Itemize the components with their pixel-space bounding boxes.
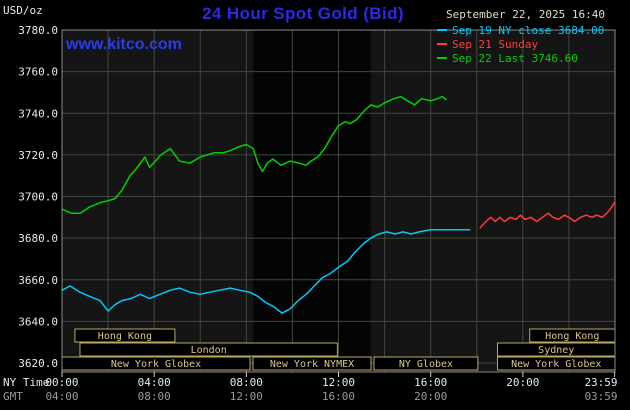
- session-label: New York NYMEX: [270, 359, 354, 370]
- session-label: Sydney: [538, 345, 574, 356]
- datetime-label: September 22, 2025 16:40: [446, 8, 605, 21]
- x-tick-label-gmt: 04:00: [45, 390, 78, 403]
- price-line-sep22: [61, 95, 447, 214]
- y-tick-label: 3780.0: [18, 24, 58, 37]
- x-tick-label-ny: 16:00: [414, 376, 447, 389]
- y-tick-label: 3700.0: [18, 191, 58, 204]
- x-tick-label-ny: 04:00: [138, 376, 171, 389]
- kitco-link[interactable]: www.kitco.com: [66, 36, 182, 53]
- chart-title: 24 Hour Spot Gold (Bid): [202, 4, 404, 23]
- x-tick-label-gmt: 16:00: [322, 390, 355, 403]
- session-box: [252, 356, 372, 371]
- price-line-sep19: [61, 229, 471, 314]
- session-label: NY Globex: [399, 359, 453, 370]
- legend-entry: Sep 21 Sunday: [437, 37, 604, 51]
- legend-dash-icon: [437, 29, 447, 31]
- legend-entry: Sep 19 NY close 3684.00: [437, 23, 604, 37]
- x-tick-label-ny: 00:00: [45, 376, 78, 389]
- x-axis-gmt-prefix: GMT: [3, 390, 23, 403]
- legend-label: Sep 19 NY close 3684.00: [452, 23, 605, 37]
- session-label: Hong Kong: [98, 331, 152, 342]
- x-tick-label-gmt: 08:00: [138, 390, 171, 403]
- y-tick-label: 3680.0: [18, 232, 58, 245]
- y-tick-label: 3620.0: [18, 357, 58, 370]
- legend: Sep 19 NY close 3684.00 Sep 21 Sunday Sep …: [437, 23, 604, 65]
- session-box: [373, 356, 479, 371]
- session-label: Hong Kong: [545, 331, 599, 342]
- legend-label: Sep 22 Last 3746.60: [452, 51, 578, 65]
- y-tick-label: 3640.0: [18, 315, 58, 328]
- y-tick-label: 3720.0: [18, 149, 58, 162]
- session-label: London: [191, 345, 227, 356]
- x-tick-label-gmt: 03:59: [584, 390, 617, 403]
- session-box: [74, 328, 176, 343]
- legend-label: Sep 21 Sunday: [452, 37, 539, 51]
- price-line-sep21: [479, 201, 616, 229]
- y-tick-label: 3660.0: [18, 274, 58, 287]
- session-label: New York Globex: [111, 359, 201, 370]
- legend-dash-icon: [437, 57, 447, 59]
- x-tick-label-gmt: 20:00: [414, 390, 447, 403]
- x-axis-ny-prefix: NY Time: [3, 376, 49, 389]
- session-label: New York Globex: [511, 359, 601, 370]
- x-tick-label-ny: 23:59: [584, 376, 617, 389]
- y-tick-label: 3740.0: [18, 107, 58, 120]
- y-tick-label: 3760.0: [18, 66, 58, 79]
- x-tick-label-ny: 12:00: [322, 376, 355, 389]
- legend-dash-icon: [437, 43, 447, 45]
- x-tick-label-ny: 20:00: [506, 376, 539, 389]
- x-tick-label-ny: 08:00: [230, 376, 263, 389]
- session-box: [79, 342, 338, 357]
- y-axis-unit-label: USD/oz: [3, 4, 43, 17]
- legend-entry: Sep 22 Last 3746.60: [437, 51, 604, 65]
- nymex-shaded-band: [253, 30, 371, 372]
- x-tick-label-gmt: 12:00: [230, 390, 263, 403]
